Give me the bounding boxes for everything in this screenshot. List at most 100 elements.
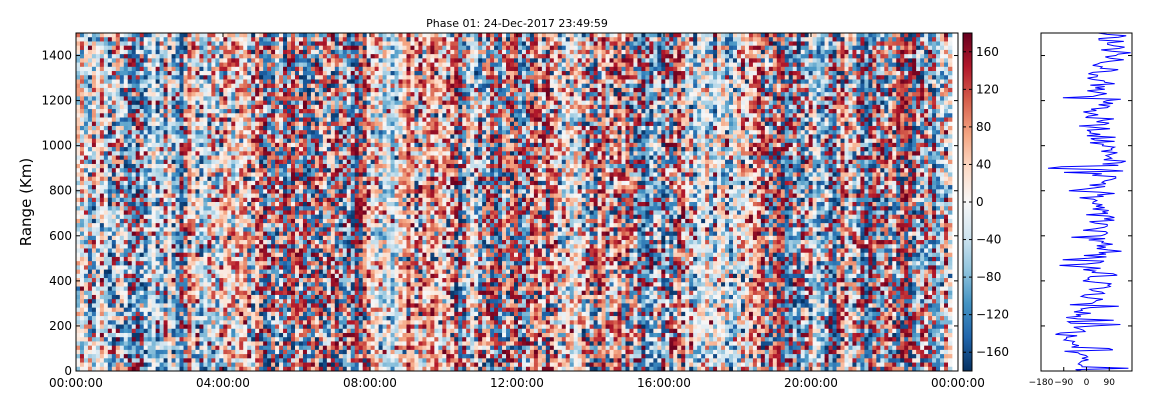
heatmap-cell <box>187 66 192 72</box>
heatmap-cell <box>83 316 89 321</box>
heatmap-cell <box>179 41 184 47</box>
heatmap-cell <box>99 79 105 85</box>
heatmap-cell <box>151 358 156 363</box>
heatmap-cell <box>298 130 304 135</box>
heatmap-cell <box>318 172 324 177</box>
heatmap-cell <box>259 49 264 55</box>
heatmap-cell <box>131 45 137 51</box>
heatmap-cell <box>279 244 284 249</box>
heatmap-cell <box>167 244 172 249</box>
heatmap-cell <box>302 134 308 139</box>
heatmap-cell <box>215 307 220 313</box>
heatmap-cell <box>107 121 113 127</box>
heatmap-cell <box>318 151 324 156</box>
heatmap-cell <box>291 324 296 330</box>
heatmap-cell <box>279 366 284 372</box>
heatmap-cell <box>279 265 284 270</box>
heatmap-cell <box>318 49 324 55</box>
heatmap-cell <box>135 294 141 300</box>
heatmap-cell <box>227 100 232 106</box>
heatmap-cell <box>223 265 228 270</box>
heatmap-cell <box>111 303 117 308</box>
heatmap-cell <box>215 185 220 190</box>
heatmap-cell <box>83 218 89 224</box>
heatmap-cell <box>203 299 208 304</box>
heatmap-cell <box>283 185 288 190</box>
heatmap-cell <box>151 109 156 114</box>
heatmap-cell <box>107 345 113 351</box>
heatmap-cell <box>283 33 288 38</box>
heatmap-cell <box>183 231 188 237</box>
heatmap-cell <box>103 282 109 287</box>
heatmap-cell <box>95 256 101 262</box>
heatmap-cell <box>306 311 312 317</box>
heatmap-cell <box>211 218 216 224</box>
heatmap-cell <box>147 109 152 114</box>
heatmap-cell <box>95 303 101 308</box>
heatmap-cell <box>83 117 89 123</box>
heatmap-cell <box>155 265 160 270</box>
heatmap-cell <box>171 130 176 135</box>
heatmap-cell <box>291 328 296 334</box>
heatmap-cell <box>291 45 296 51</box>
heatmap-cell <box>310 320 316 325</box>
heatmap-cell <box>95 155 101 161</box>
heatmap-cell <box>267 354 272 359</box>
heatmap-cell <box>107 269 113 275</box>
heatmap-cell <box>231 176 236 182</box>
heatmap-cell <box>107 41 113 47</box>
heatmap-cell <box>203 278 208 283</box>
heatmap-cell <box>267 345 272 351</box>
heatmap-cell <box>155 240 160 245</box>
heatmap-cell <box>203 100 208 106</box>
heatmap-cell <box>203 227 208 232</box>
heatmap-cell <box>203 341 208 346</box>
heatmap-cell <box>279 320 284 325</box>
heatmap-cell <box>235 104 240 110</box>
heatmap-cell <box>79 130 85 135</box>
heatmap-cell <box>163 159 168 165</box>
heatmap-cell <box>95 83 101 89</box>
heatmap-cell <box>287 49 292 55</box>
heatmap-cell <box>310 100 316 106</box>
heatmap-cell <box>179 83 184 89</box>
heatmap-cell <box>295 362 300 368</box>
heatmap-cell <box>203 185 208 190</box>
heatmap-cell <box>251 345 256 351</box>
heatmap-cell <box>107 159 113 165</box>
heatmap-cell <box>291 87 296 93</box>
heatmap-cell <box>191 328 196 334</box>
heatmap-cell <box>175 49 180 55</box>
heatmap-cell <box>99 54 105 59</box>
heatmap-cell <box>115 189 121 194</box>
heatmap-cell <box>163 261 168 266</box>
heatmap-cell <box>103 134 109 139</box>
heatmap-cell <box>302 142 308 148</box>
heatmap-cell <box>279 96 284 101</box>
heatmap-cell <box>306 261 312 266</box>
heatmap-cell <box>103 125 109 131</box>
heatmap-cell <box>195 96 200 101</box>
heatmap-cell <box>279 185 284 190</box>
heatmap-cell <box>187 117 192 123</box>
heatmap-cell <box>179 197 184 203</box>
heatmap-cell <box>283 328 288 334</box>
heatmap-cell <box>227 286 232 292</box>
heatmap-cell <box>219 299 224 304</box>
heatmap-cell <box>143 121 149 127</box>
heatmap-cell <box>310 282 316 287</box>
heatmap-cell <box>259 320 264 325</box>
heatmap-cell <box>275 117 280 123</box>
heatmap-cell <box>163 256 168 262</box>
heatmap-cell <box>143 366 149 372</box>
heatmap-cell <box>143 87 149 93</box>
heatmap-cell <box>267 79 272 85</box>
heatmap-cell <box>191 197 196 203</box>
heatmap-cell <box>298 92 304 97</box>
heatmap-cell <box>131 341 137 346</box>
heatmap-cell <box>123 240 129 245</box>
heatmap-cell <box>175 104 180 110</box>
heatmap-cell <box>243 138 248 144</box>
heatmap-cell <box>231 248 236 254</box>
heatmap-cell <box>295 299 300 304</box>
